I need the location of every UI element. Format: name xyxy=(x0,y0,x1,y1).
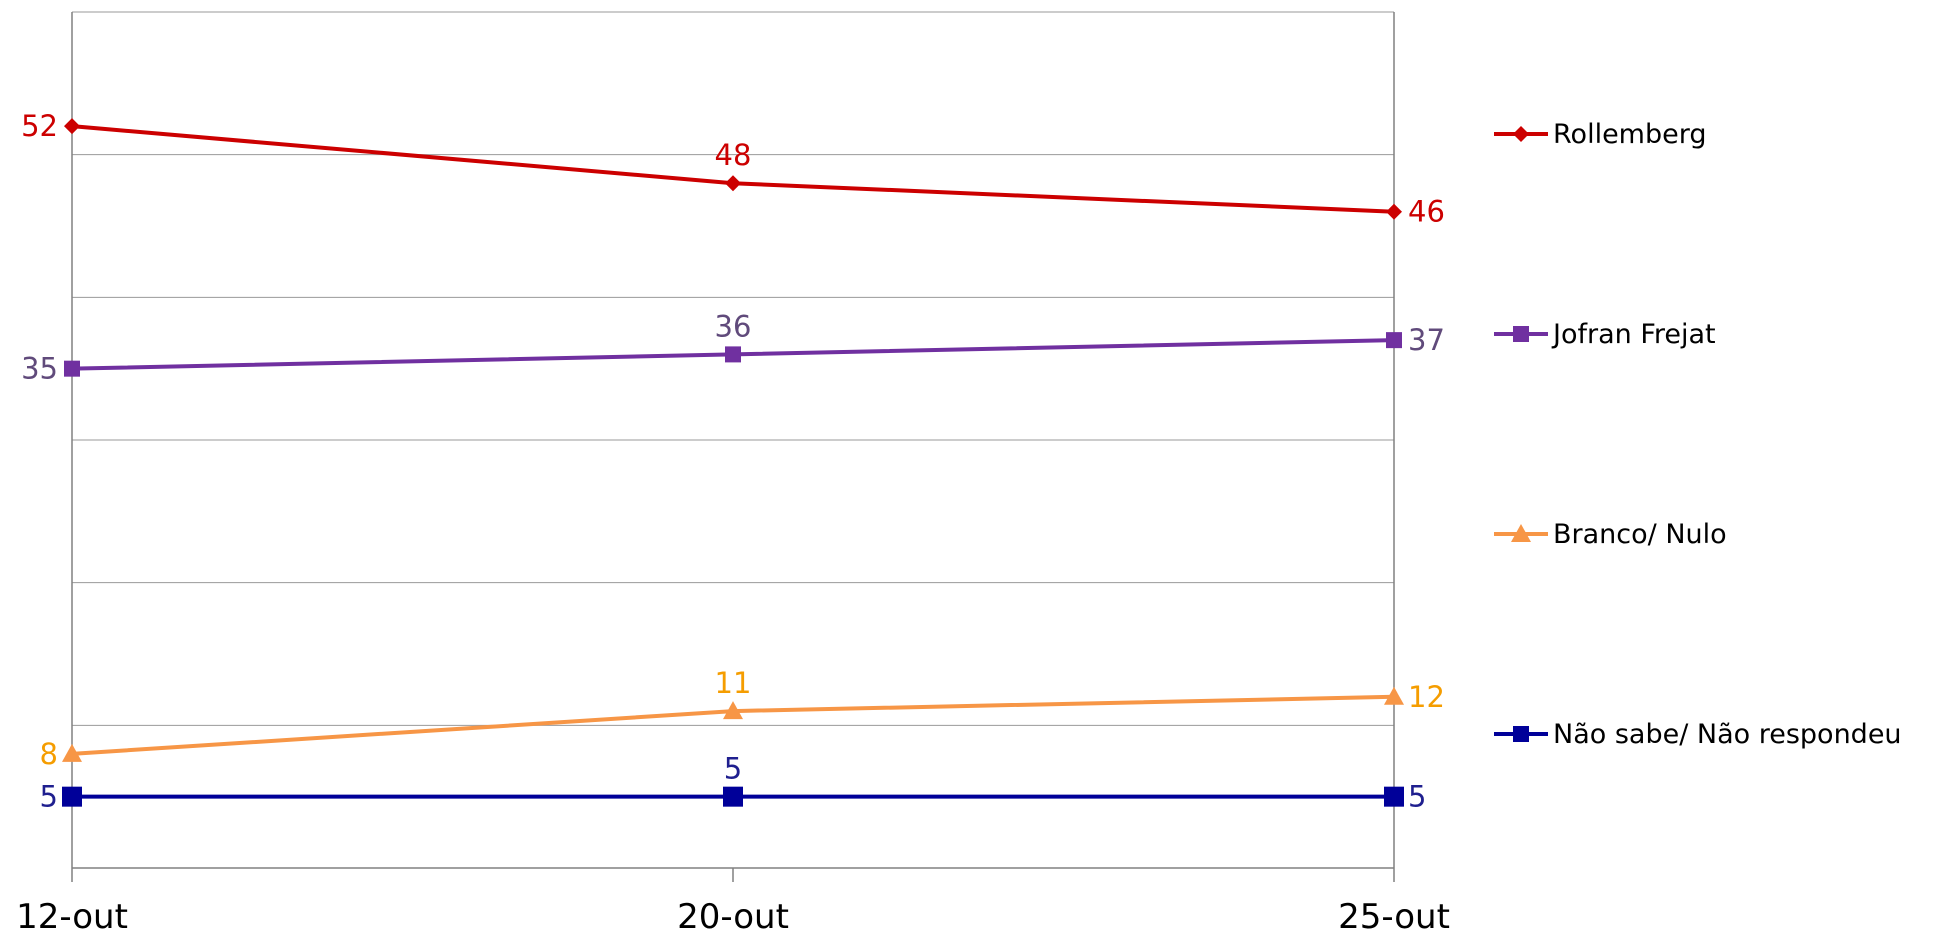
data-point-rollemberg xyxy=(725,175,741,192)
data-point-na-o-sabe-na-o-respondeu xyxy=(1384,786,1404,807)
data-point-na-o-sabe-na-o-respondeu xyxy=(723,786,743,807)
axes xyxy=(71,12,1395,882)
data-label-rollemberg: 52 xyxy=(21,109,58,143)
data-label-na-o-sabe-na-o-respondeu: 5 xyxy=(1408,780,1426,814)
legend-marker xyxy=(1513,126,1529,142)
data-label-jofran-frejat: 36 xyxy=(715,309,752,343)
data-label-branco-nulo: 8 xyxy=(40,737,58,771)
data-label-jofran-frejat: 35 xyxy=(21,352,58,386)
legend-marker xyxy=(1513,326,1529,342)
data-point-branco-nulo xyxy=(723,701,743,720)
data-label-na-o-sabe-na-o-respondeu: 5 xyxy=(40,780,58,814)
legend: Rollemberg Jofran Frejat Branco/ Nulo Não s… xyxy=(1494,119,1902,750)
series-lines xyxy=(62,118,1404,807)
gridlines xyxy=(72,11,1394,869)
legend-marker xyxy=(1513,726,1529,742)
legend-label: Jofran Frejat xyxy=(1551,319,1716,350)
legend-item-jofran-frejat: Jofran Frejat xyxy=(1494,319,1716,350)
data-point-jofran-frejat xyxy=(725,346,741,363)
data-point-rollemberg xyxy=(1386,203,1402,220)
data-label-jofran-frejat: 37 xyxy=(1408,323,1445,357)
legend-label: Rollemberg xyxy=(1553,119,1707,150)
data-point-jofran-frejat xyxy=(64,360,80,377)
data-label-rollemberg: 46 xyxy=(1408,195,1445,229)
legend-item-na-o-sabe-na-o-respondeu: Não sabe/ Não respondeu xyxy=(1494,719,1902,750)
data-point-branco-nulo xyxy=(1384,686,1404,705)
x-tick-label: 12-out xyxy=(16,897,128,932)
data-label-branco-nulo: 11 xyxy=(715,666,752,700)
data-label-rollemberg: 48 xyxy=(715,138,752,172)
x-tick-label: 25-out xyxy=(1338,897,1450,932)
data-label-na-o-sabe-na-o-respondeu: 5 xyxy=(724,752,742,786)
data-point-na-o-sabe-na-o-respondeu xyxy=(62,786,82,807)
legend-label: Branco/ Nulo xyxy=(1553,519,1727,550)
data-point-branco-nulo xyxy=(62,743,82,762)
legend-label: Não sabe/ Não respondeu xyxy=(1553,719,1902,750)
legend-item-branco-nulo: Branco/ Nulo xyxy=(1494,519,1727,550)
data-label-branco-nulo: 12 xyxy=(1408,680,1445,714)
data-point-jofran-frejat xyxy=(1386,332,1402,349)
data-point-rollemberg xyxy=(64,118,80,135)
legend-marker xyxy=(1511,524,1531,542)
x-tick-labels: 12-out 20-out 25-out xyxy=(16,897,1450,932)
x-tick-label: 20-out xyxy=(677,897,789,932)
legend-item-rollemberg: Rollemberg xyxy=(1494,119,1707,150)
data-labels: 52 48 46 35 36 37 8 11 12 5 5 5 xyxy=(21,109,1445,814)
